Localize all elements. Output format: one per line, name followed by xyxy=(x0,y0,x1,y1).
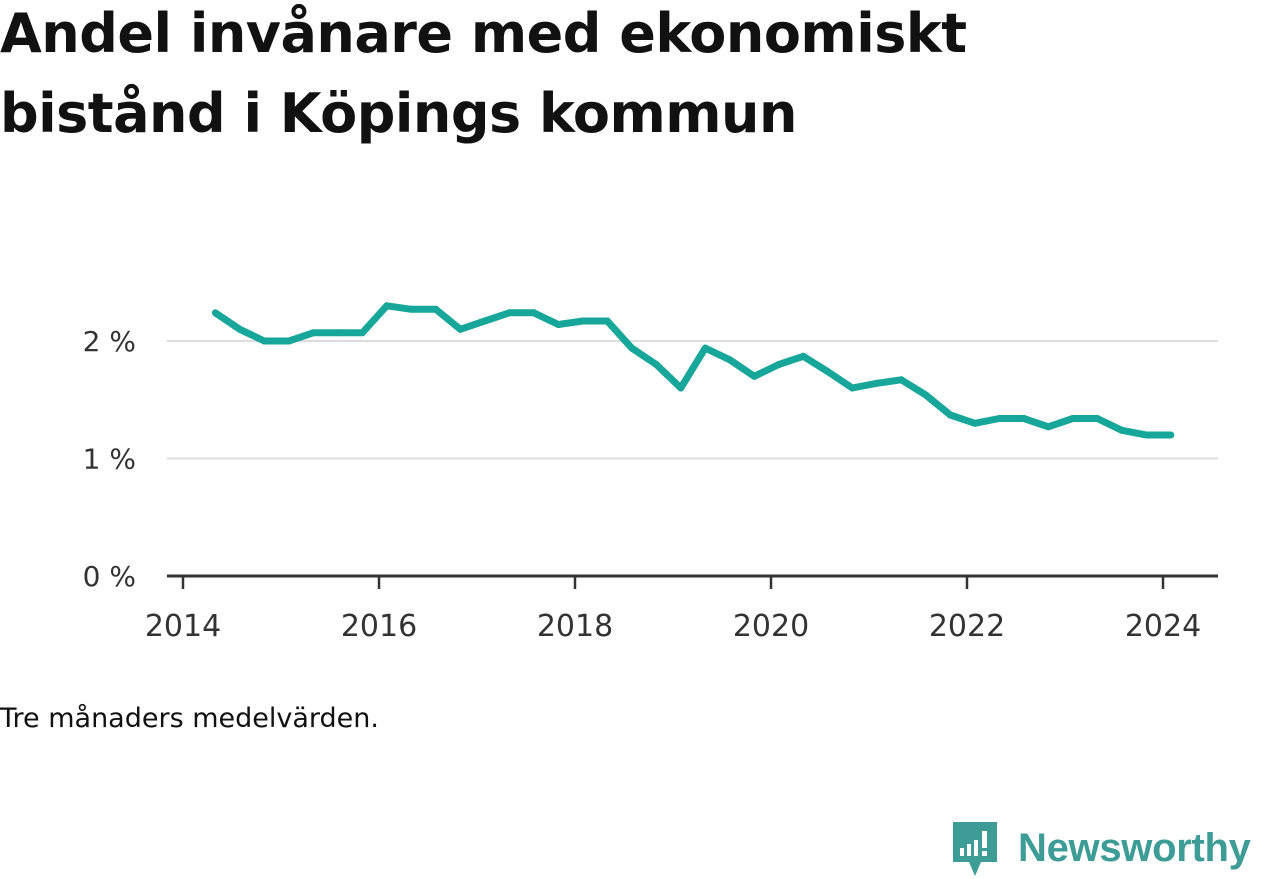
data-point xyxy=(481,317,489,325)
chart-title: Andel invånare med ekonomiskt bistånd i … xyxy=(0,2,967,145)
data-point xyxy=(1069,415,1077,423)
data-point xyxy=(701,344,709,352)
data-point xyxy=(1118,426,1126,434)
data-point xyxy=(432,305,440,313)
data-point xyxy=(407,305,415,313)
data-point xyxy=(1020,415,1028,423)
data-point xyxy=(383,302,391,310)
data-point xyxy=(995,415,1003,423)
y-tick-label: 2 % xyxy=(83,325,136,358)
x-tick-label: 2022 xyxy=(929,609,1005,644)
data-point xyxy=(456,325,464,333)
data-point xyxy=(211,309,219,317)
data-point xyxy=(873,379,881,387)
data-point xyxy=(824,368,832,376)
data-point xyxy=(677,384,685,392)
x-tick-label: 2024 xyxy=(1125,609,1201,644)
data-point xyxy=(554,321,562,329)
data-point xyxy=(628,344,636,352)
data-point xyxy=(848,384,856,392)
x-tick-label: 2016 xyxy=(341,609,417,644)
data-point xyxy=(922,391,930,399)
data-point xyxy=(775,361,783,368)
x-tick-label: 2018 xyxy=(537,609,613,644)
data-point xyxy=(799,352,807,360)
data-point xyxy=(1044,423,1052,431)
data-point xyxy=(285,337,293,345)
data-point xyxy=(505,309,513,317)
x-axis-ticks: 2014 2016 2018 2020 2022 2024 xyxy=(145,576,1201,644)
data-point xyxy=(946,411,954,419)
series-line-0 xyxy=(213,302,1171,439)
y-axis-tick-labels: 0 % 1 % 2 % xyxy=(83,325,136,593)
data-point xyxy=(1093,415,1101,423)
newsworthy-logo: Newsworthy xyxy=(950,818,1251,878)
y-tick-label: 1 % xyxy=(83,443,136,476)
brand-name: Newsworthy xyxy=(1018,825,1251,870)
data-point xyxy=(334,329,342,337)
x-tick-label: 2020 xyxy=(733,609,809,644)
data-point xyxy=(236,325,244,333)
x-tick-label: 2014 xyxy=(145,609,221,644)
data-point xyxy=(358,329,366,337)
data-point xyxy=(603,317,611,325)
data-point xyxy=(726,356,734,364)
data-point xyxy=(1167,431,1175,439)
chart-note: Tre månaders medelvärden. xyxy=(0,703,379,734)
newsworthy-logo-icon xyxy=(953,822,997,876)
data-point xyxy=(897,376,905,384)
data-point xyxy=(652,361,660,368)
y-tick-label: 0 % xyxy=(83,560,136,593)
data-point xyxy=(750,372,758,380)
data-point xyxy=(579,317,587,325)
data-point xyxy=(309,329,317,337)
series-group xyxy=(211,302,1175,439)
data-point xyxy=(971,419,979,427)
data-point xyxy=(530,309,538,317)
data-point xyxy=(1142,431,1150,439)
data-point xyxy=(260,337,268,345)
gridlines xyxy=(167,340,1218,460)
